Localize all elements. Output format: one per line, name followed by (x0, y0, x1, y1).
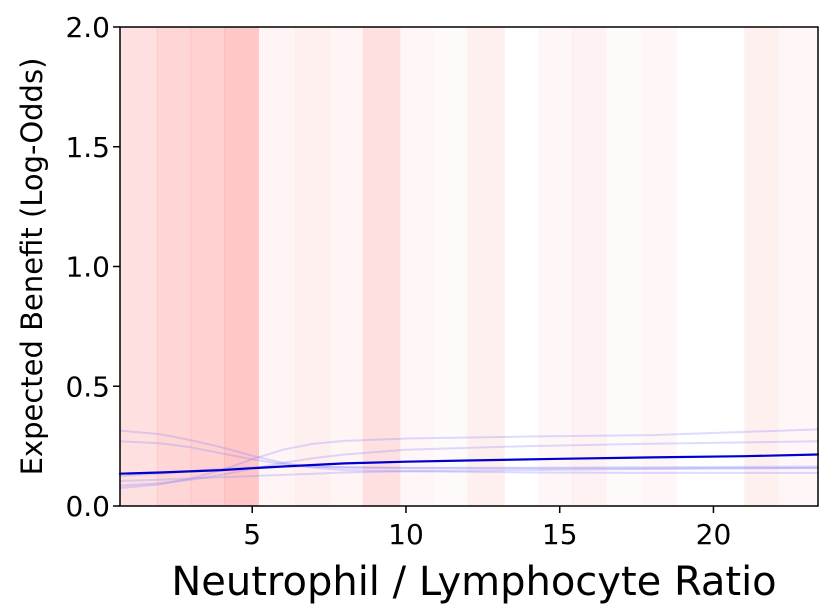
background-band (713, 27, 744, 506)
background-band (400, 27, 434, 506)
series-line-sample (119, 428, 819, 489)
background-bands (120, 27, 818, 506)
background-band (538, 27, 572, 506)
background-band (329, 27, 364, 506)
background-band (120, 27, 158, 506)
y-tick-label: 0.5 (65, 370, 110, 403)
x-tick-label: 15 (542, 518, 578, 551)
series-line-main (118, 453, 820, 475)
y-tick-label: 0.0 (65, 490, 110, 523)
x-axis-ticks: 5 10 15 20 (243, 506, 731, 551)
background-band (467, 27, 505, 506)
background-band (156, 27, 192, 506)
y-tick-label: 1.0 (65, 251, 110, 284)
background-band (744, 27, 779, 506)
series-line-sample (119, 466, 819, 482)
background-band (504, 27, 538, 506)
x-tick-label: 5 (243, 518, 261, 551)
x-tick-label: 20 (696, 518, 732, 551)
y-tick-label: 1.5 (65, 131, 110, 164)
background-band (606, 27, 643, 506)
background-band (434, 27, 468, 506)
series-line-sample (119, 440, 819, 487)
x-axis-label: Neutrophil / Lymphocyte Ratio (171, 559, 776, 605)
background-band (258, 27, 296, 506)
y-axis-ticks: 0.0 0.5 1.0 1.5 2.0 (65, 11, 120, 523)
background-band (190, 27, 226, 506)
background-band (778, 27, 818, 506)
y-axis-label: Expected Benefit (Log-Odds) (15, 58, 49, 476)
y-tick-label: 2.0 (65, 11, 110, 44)
background-band (224, 27, 259, 506)
background-band (295, 27, 330, 506)
series-group (118, 428, 820, 489)
background-band (362, 27, 401, 506)
background-band (572, 27, 607, 506)
x-tick-label: 10 (388, 518, 424, 551)
